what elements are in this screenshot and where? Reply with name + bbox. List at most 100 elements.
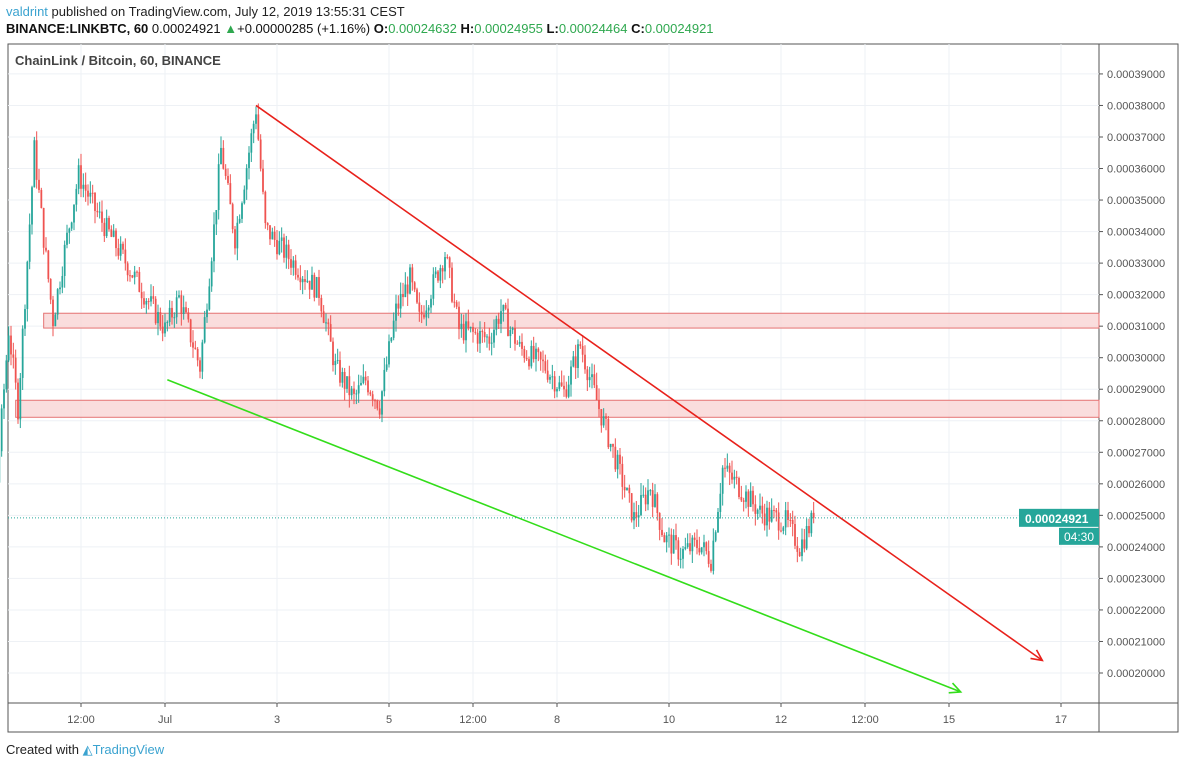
candle-body bbox=[276, 239, 278, 255]
candle-body bbox=[565, 389, 568, 397]
candle-body bbox=[812, 512, 815, 518]
candle-body bbox=[35, 140, 38, 180]
candle-body bbox=[245, 168, 248, 190]
candle-body bbox=[124, 249, 127, 264]
candle-body bbox=[49, 279, 52, 300]
y-tick-label: 0.00039000 bbox=[1107, 69, 1165, 81]
candle-body bbox=[290, 259, 292, 268]
candle-body bbox=[633, 512, 635, 521]
candle-body bbox=[175, 297, 178, 318]
candle-body bbox=[413, 282, 416, 290]
candle-body bbox=[528, 359, 530, 367]
candle-body bbox=[661, 529, 663, 536]
candle-body bbox=[693, 537, 696, 540]
candle-body bbox=[292, 260, 295, 268]
candle-body bbox=[593, 374, 596, 386]
candle-body bbox=[178, 295, 180, 298]
candle-body bbox=[696, 539, 698, 549]
candle-body bbox=[327, 322, 330, 325]
candle-body bbox=[560, 382, 563, 386]
candle-body bbox=[705, 542, 708, 552]
candle-body bbox=[231, 204, 234, 230]
candle-body bbox=[574, 356, 577, 369]
candle-body bbox=[369, 392, 372, 395]
candle-body bbox=[273, 231, 276, 240]
x-tick-label: Jul bbox=[158, 714, 172, 726]
candle-body bbox=[675, 535, 677, 541]
candle-body bbox=[558, 382, 561, 389]
candle-body bbox=[348, 376, 351, 396]
candle-body bbox=[700, 547, 703, 553]
last-price-tag-text: 0.00024921 bbox=[1025, 512, 1089, 526]
candle-body bbox=[581, 346, 584, 355]
candle-body bbox=[686, 543, 689, 548]
candle-body bbox=[243, 189, 246, 204]
candle-body bbox=[712, 540, 715, 571]
chart-legend: ChainLink / Bitcoin, 60, BINANCE bbox=[15, 53, 221, 68]
candle-body bbox=[600, 409, 603, 426]
candle-body bbox=[698, 548, 701, 553]
candle-body bbox=[255, 114, 257, 124]
candle-body bbox=[47, 250, 50, 280]
candle-body bbox=[516, 343, 519, 345]
candle-body bbox=[488, 336, 491, 344]
candle-body bbox=[14, 357, 17, 383]
candle-body bbox=[507, 308, 509, 337]
x-tick-label: 15 bbox=[943, 714, 955, 726]
candle-body bbox=[432, 274, 435, 299]
y-tick-label: 0.00025000 bbox=[1107, 510, 1165, 522]
candle-body bbox=[768, 507, 771, 522]
candle-body bbox=[131, 275, 134, 278]
candle-body bbox=[525, 357, 528, 360]
candle-body bbox=[339, 360, 341, 383]
candle-body bbox=[322, 311, 325, 323]
symbol-info: BINANCE:LINKBTC, 60 0.00024921 ▲+0.00000… bbox=[6, 21, 714, 36]
candle-body bbox=[742, 500, 745, 502]
candle-body bbox=[227, 175, 229, 184]
candle-body bbox=[304, 279, 306, 282]
candle-body bbox=[717, 511, 719, 533]
candle-body bbox=[145, 301, 148, 305]
candle-body bbox=[248, 152, 250, 169]
candle-body bbox=[283, 237, 285, 258]
x-tick-label: 12:00 bbox=[851, 714, 879, 726]
candle-body bbox=[395, 303, 397, 321]
candle-body bbox=[434, 271, 437, 275]
x-tick-label: 12 bbox=[775, 714, 787, 726]
author-link[interactable]: valdrint bbox=[6, 4, 48, 19]
candle-body bbox=[672, 535, 675, 554]
candle-body bbox=[563, 385, 565, 390]
candle-body bbox=[129, 275, 131, 277]
close-label: C: bbox=[631, 21, 645, 36]
candle-body bbox=[707, 551, 710, 564]
candle-body bbox=[108, 217, 110, 230]
candle-body bbox=[7, 335, 10, 361]
y-tick-label: 0.00027000 bbox=[1107, 447, 1165, 459]
candle-body bbox=[572, 356, 575, 367]
candle-body bbox=[444, 257, 446, 272]
candle-body bbox=[535, 348, 537, 360]
candle-body bbox=[689, 543, 691, 552]
candle-body bbox=[21, 328, 24, 378]
x-tick-label: 3 bbox=[274, 714, 280, 726]
candle-body bbox=[637, 515, 640, 518]
x-tick-label: 12:00 bbox=[459, 714, 487, 726]
candle-body bbox=[157, 312, 159, 324]
candle-body bbox=[644, 494, 647, 505]
candle-body bbox=[684, 547, 687, 549]
candle-body bbox=[437, 271, 439, 281]
candle-body bbox=[794, 524, 796, 546]
candle-body bbox=[353, 388, 355, 394]
tradingview-link[interactable]: TradingView bbox=[92, 742, 165, 757]
candle-body bbox=[297, 274, 299, 278]
tradingview-logo-icon: ◭ bbox=[82, 742, 93, 757]
candle-body bbox=[362, 376, 365, 383]
y-tick-label: 0.00026000 bbox=[1107, 479, 1165, 491]
candle-body bbox=[763, 513, 766, 526]
candle-body bbox=[61, 275, 64, 288]
candle-body bbox=[703, 542, 705, 548]
candle-body bbox=[259, 139, 262, 169]
candle-body bbox=[194, 347, 197, 350]
